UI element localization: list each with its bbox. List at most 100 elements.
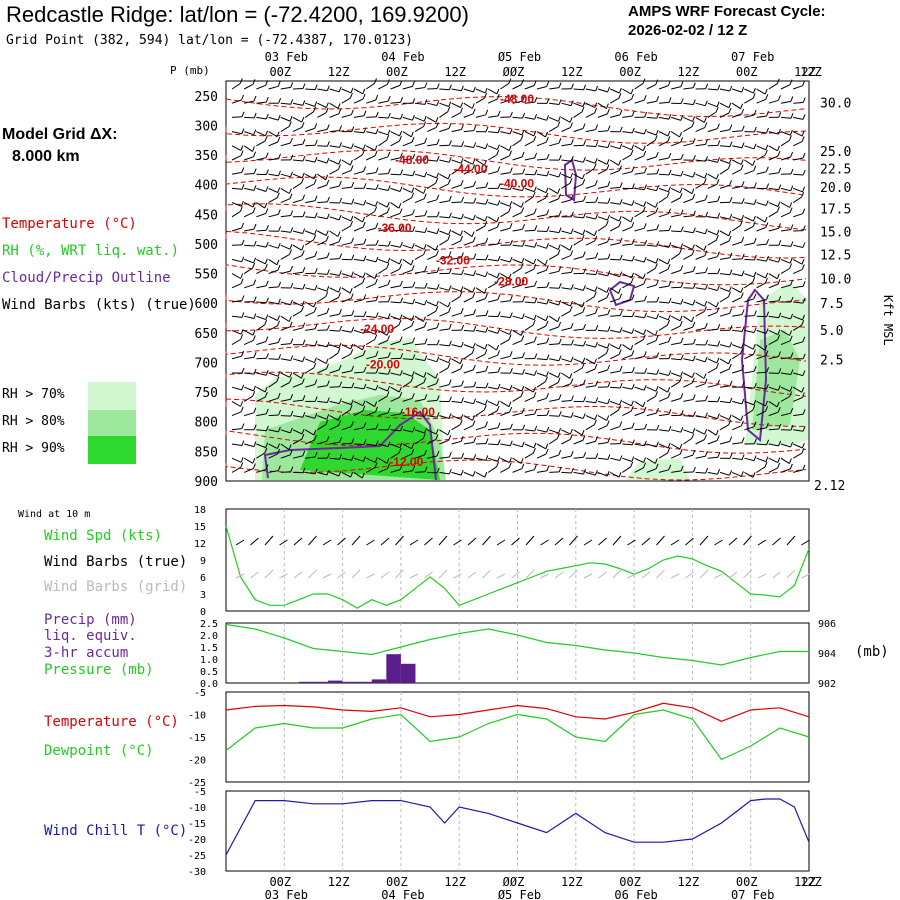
wind-barb [707,384,718,388]
wind-barb [326,85,330,91]
wind-barb [766,183,770,189]
wind-barb [573,287,584,291]
wind-barb [424,299,428,306]
wind-barb [292,143,303,147]
wind-barb [253,95,257,102]
wind-barb [522,241,526,247]
wind-barb [512,412,523,417]
wind-barb [744,170,754,175]
wind-barb [268,429,279,433]
wind-barb [463,297,474,303]
wind-barb [707,456,718,459]
wind-barb [692,321,696,328]
wind-barb [436,467,440,474]
wind-barb [329,457,340,460]
wind-barb [683,244,693,250]
wind-barb [634,443,645,447]
wind-barb [668,242,672,248]
wind-barb [390,131,400,137]
wind-barb [264,386,268,393]
wind-barb [512,284,523,289]
wind-barb [252,335,256,341]
wind-barb [400,297,404,303]
top-date-label: 07 Feb [731,50,774,64]
wind-barb [412,170,416,176]
wind-barb [353,354,364,360]
wind-barb [597,169,608,175]
wind-barb [756,226,767,232]
wind-barb [427,255,437,260]
wind-barb [366,187,377,190]
wind-barb [387,185,391,191]
wind-barb [695,327,706,331]
wind-barb [265,169,269,175]
wind-barb [695,199,706,204]
wind-barb [536,453,547,459]
wind-barb [732,314,743,317]
wind-barb [593,291,597,297]
wind-barb [561,230,572,235]
wind-barb [789,386,793,392]
wind-barb [305,415,315,419]
wind-barb [424,210,428,216]
wind-barb [765,166,769,172]
wind-barb [545,448,549,455]
wind-barb [793,285,804,289]
wind-barb [240,278,244,284]
wind-speed-line [225,525,810,609]
wind-barb [561,271,572,275]
wind-barb [280,343,291,346]
wind-barb [290,355,294,361]
wind-barb [605,103,609,109]
wind-barb [728,230,732,236]
wind-barb [326,307,330,314]
wind-barb [561,429,571,435]
wind-barb [573,173,583,180]
wind-barb [402,381,412,388]
pressure-tick-label: 750 [195,386,218,401]
wind10m-barb-true [293,537,303,546]
wind-barb [475,273,486,278]
wind-barb [256,469,267,473]
wind-barb [378,315,389,320]
wind-barb [374,329,378,335]
wind-barb [704,100,708,106]
wind-barb [349,404,353,411]
wind-barb [424,137,428,144]
wind-barb [549,398,560,402]
wind-barb [305,358,315,364]
wind-barb [548,187,558,195]
wind-barb [729,141,733,147]
wind-barb [317,312,328,317]
wind-barb [536,372,547,377]
wind-barb [719,358,729,365]
wind-barb [741,326,745,332]
wind-barb [497,166,501,172]
wind-barb [268,470,279,473]
wind-barb [414,301,425,306]
wind-barb [292,287,303,290]
wind-barb [732,130,743,133]
wind-barb [597,352,607,360]
wind-barb [731,224,741,232]
wind-barb [668,169,672,176]
wind-barb [463,113,474,118]
wind-barb [402,214,413,218]
wind-barb [497,238,501,245]
wind-barb [378,386,388,392]
wind-barb [402,372,413,377]
wind-barb [801,392,805,398]
kft-tick-label: 20.0 [820,181,851,196]
wind-barb [581,173,585,180]
wind-barb [691,433,695,439]
wind-barb [585,240,596,246]
wind-barb [427,271,438,275]
wind-barb [500,172,511,175]
wind-barb [460,230,463,236]
wind-barb [695,102,706,107]
wind-barb [424,99,428,105]
wind-barb [573,439,584,445]
wind10m-barb-true [641,537,651,546]
wind-barb [610,386,621,389]
wind-barb [521,129,525,136]
